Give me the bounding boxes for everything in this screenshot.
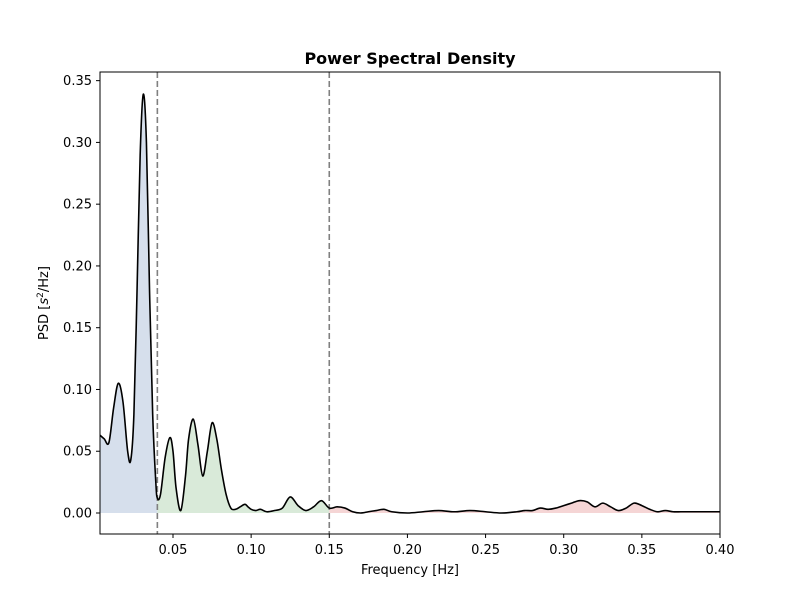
y-tick-label: 0.15 [63, 321, 92, 336]
plot-frame [99, 71, 721, 535]
y-axis-ticks: 0.00 0.05 0.10 0.15 0.20 0.25 0.30 0.35 [63, 74, 100, 522]
y-axis-label-exp: 2 [36, 292, 46, 298]
band-fill-2 [157, 419, 330, 513]
y-tick-label: 0.35 [63, 74, 92, 89]
x-tick-label: 0.30 [549, 543, 578, 558]
x-tick-label: 0.35 [627, 543, 656, 558]
y-axis-label-suffix: /Hz] [37, 266, 52, 292]
y-tick-label: 0.10 [63, 383, 92, 398]
y-axis-label-var: s [37, 298, 52, 305]
x-axis-label: Frequency [Hz] [361, 563, 459, 578]
y-axis-label-prefix: PSD [ [37, 305, 52, 340]
x-tick-label: 0.15 [315, 543, 344, 558]
frequency-bands [100, 94, 720, 514]
y-tick-label: 0.20 [63, 259, 92, 274]
x-tick-label: 0.40 [706, 543, 735, 558]
band-boundary-lines [156, 72, 331, 534]
y-tick-label: 0.05 [63, 445, 92, 460]
x-tick-label: 0.10 [237, 543, 266, 558]
chart-title: Power Spectral Density [304, 49, 516, 68]
y-tick-label: 0.25 [63, 198, 92, 213]
band-fill-1 [100, 94, 158, 514]
x-tick-label: 0.05 [159, 543, 188, 558]
y-tick-label: 0.30 [63, 136, 92, 151]
psd-line [99, 93, 720, 514]
x-tick-label: 0.25 [471, 543, 500, 558]
x-tick-label: 0.20 [393, 543, 422, 558]
y-tick-label: 0.00 [63, 507, 92, 522]
x-axis-ticks: 0.05 0.10 0.15 0.20 0.25 0.30 0.35 0.40 [159, 534, 735, 558]
y-axis-label: PSD [s2/Hz] [36, 266, 52, 340]
